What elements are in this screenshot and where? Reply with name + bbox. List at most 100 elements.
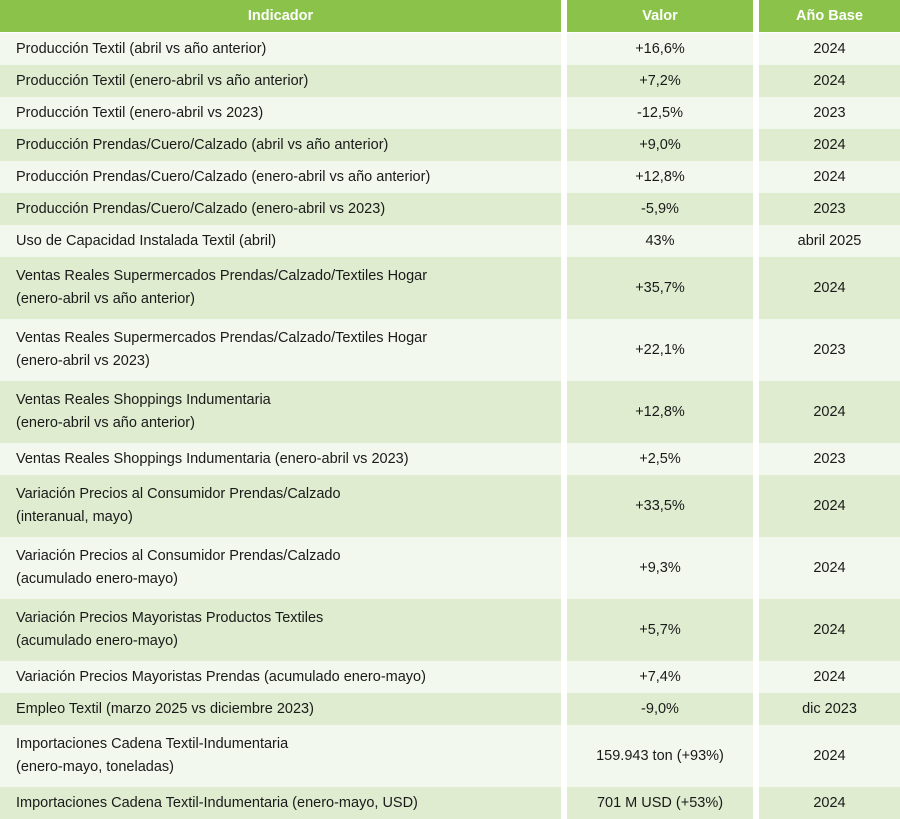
indicator-text: Producción Prendas/Cuero/Calzado (abril … <box>16 136 389 153</box>
indicator-cell: Importaciones Cadena Textil-Indumentaria… <box>0 787 561 819</box>
value-cell: 701 M USD (+53%) <box>561 787 753 819</box>
value-cell: +12,8% <box>561 381 753 443</box>
base-year-cell: 2023 <box>753 97 900 129</box>
value-cell: +5,7% <box>561 599 753 661</box>
base-year-cell: 2024 <box>753 787 900 819</box>
value-cell: +9,0% <box>561 129 753 161</box>
indicator-text: Variación Precios Mayoristas Prendas (ac… <box>16 668 426 685</box>
base-year-cell: 2024 <box>753 599 900 661</box>
indicator-text: (enero-mayo, toneladas) <box>16 759 174 775</box>
value-cell: +16,6% <box>561 33 753 65</box>
base-year-cell: 2024 <box>753 537 900 599</box>
indicator-text: Variación Precios al Consumidor Prendas/… <box>16 548 341 564</box>
table-row: Variación Precios al Consumidor Prendas/… <box>0 537 900 599</box>
value-cell: -12,5% <box>561 97 753 129</box>
indicator-text: Importaciones Cadena Textil-Indumentaria <box>16 736 289 752</box>
indicator-text: Producción Prendas/Cuero/Calzado (enero-… <box>16 200 386 217</box>
base-year-cell: dic 2023 <box>753 693 900 725</box>
base-year-cell: 2023 <box>753 319 900 381</box>
indicator-text: Importaciones Cadena Textil-Indumentaria… <box>16 794 418 811</box>
indicator-cell: Variación Precios Mayoristas Productos T… <box>0 599 561 661</box>
base-year-cell: 2023 <box>753 193 900 225</box>
table-row: Empleo Textil (marzo 2025 vs diciembre 2… <box>0 693 900 725</box>
base-year-cell: 2024 <box>753 65 900 97</box>
base-year-cell: 2024 <box>753 257 900 319</box>
table-row: Ventas Reales Supermercados Prendas/Calz… <box>0 257 900 319</box>
indicator-cell: Variación Precios al Consumidor Prendas/… <box>0 537 561 599</box>
base-year-cell: 2024 <box>753 725 900 787</box>
indicator-text: Ventas Reales Shoppings Indumentaria <box>16 392 271 408</box>
value-cell: +35,7% <box>561 257 753 319</box>
indicator-text: (enero-abril vs año anterior) <box>16 415 195 431</box>
value-cell: +33,5% <box>561 475 753 537</box>
indicator-cell: Variación Precios Mayoristas Prendas (ac… <box>0 661 561 693</box>
indicator-text: Empleo Textil (marzo 2025 vs diciembre 2… <box>16 700 314 717</box>
indicator-text: Producción Prendas/Cuero/Calzado (enero-… <box>16 168 431 185</box>
base-year-cell: 2024 <box>753 475 900 537</box>
indicator-text: Producción Textil (enero-abril vs año an… <box>16 72 309 89</box>
indicator-cell: Ventas Reales Shoppings Indumentaria (en… <box>0 443 561 475</box>
value-cell: -5,9% <box>561 193 753 225</box>
table-row: Variación Precios Mayoristas Prendas (ac… <box>0 661 900 693</box>
indicator-text: (acumulado enero-mayo) <box>16 571 178 587</box>
table-row: Producción Textil (enero-abril vs año an… <box>0 65 900 97</box>
base-year-cell: 2023 <box>753 443 900 475</box>
table-row: Producción Prendas/Cuero/Calzado (abril … <box>0 129 900 161</box>
indicator-cell: Producción Textil (enero-abril vs año an… <box>0 65 561 97</box>
indicator-text: Ventas Reales Supermercados Prendas/Calz… <box>16 268 428 284</box>
table-row: Producción Textil (enero-abril vs 2023) -… <box>0 97 900 129</box>
table-row: Uso de Capacidad Instalada Textil (abril… <box>0 225 900 257</box>
value-cell: 159.943 ton (+93%) <box>561 725 753 787</box>
value-cell: +7,4% <box>561 661 753 693</box>
value-cell: -9,0% <box>561 693 753 725</box>
table-row: Variación Precios Mayoristas Productos T… <box>0 599 900 661</box>
table-row: Importaciones Cadena Textil-Indumentaria… <box>0 787 900 819</box>
value-cell: +2,5% <box>561 443 753 475</box>
indicator-text: Producción Textil (enero-abril vs 2023) <box>16 104 264 121</box>
base-year-cell: 2024 <box>753 161 900 193</box>
table-row: Producción Textil (abril vs año anterior… <box>0 33 900 65</box>
indicator-cell: Ventas Reales Supermercados Prendas/Calz… <box>0 319 561 381</box>
table-row: Ventas Reales Shoppings Indumentaria (en… <box>0 443 900 475</box>
indicator-cell: Uso de Capacidad Instalada Textil (abril… <box>0 225 561 257</box>
indicator-text: (enero-abril vs 2023) <box>16 353 150 369</box>
indicator-cell: Variación Precios al Consumidor Prendas/… <box>0 475 561 537</box>
indicator-cell: Producción Textil (abril vs año anterior… <box>0 33 561 65</box>
base-year-cell: abril 2025 <box>753 225 900 257</box>
indicator-cell: Producción Textil (enero-abril vs 2023) <box>0 97 561 129</box>
table-row: Ventas Reales Supermercados Prendas/Calz… <box>0 319 900 381</box>
table-row: Variación Precios al Consumidor Prendas/… <box>0 475 900 537</box>
base-year-cell: 2024 <box>753 33 900 65</box>
header-indicador: Indicador <box>0 0 561 33</box>
indicator-text: Ventas Reales Shoppings Indumentaria (en… <box>16 450 409 467</box>
header-row: Indicador Valor Año Base <box>0 0 900 33</box>
indicator-text: Uso de Capacidad Instalada Textil (abril… <box>16 232 277 249</box>
indicator-text: Producción Textil (abril vs año anterior… <box>16 40 267 57</box>
table-body: Producción Textil (abril vs año anterior… <box>0 33 900 819</box>
indicator-cell: Producción Prendas/Cuero/Calzado (enero-… <box>0 193 561 225</box>
indicator-text: (acumulado enero-mayo) <box>16 633 178 649</box>
table-row: Importaciones Cadena Textil-Indumentaria… <box>0 725 900 787</box>
value-cell: +22,1% <box>561 319 753 381</box>
indicator-cell: Importaciones Cadena Textil-Indumentaria… <box>0 725 561 787</box>
table-row: Ventas Reales Shoppings Indumentaria (ene… <box>0 381 900 443</box>
header-valor: Valor <box>561 0 753 33</box>
value-cell: +9,3% <box>561 537 753 599</box>
table-row: Producción Prendas/Cuero/Calzado (enero-… <box>0 161 900 193</box>
value-cell: +12,8% <box>561 161 753 193</box>
indicator-cell: Ventas Reales Supermercados Prendas/Calz… <box>0 257 561 319</box>
base-year-cell: 2024 <box>753 381 900 443</box>
value-cell: +7,2% <box>561 65 753 97</box>
indicator-cell: Empleo Textil (marzo 2025 vs diciembre 2… <box>0 693 561 725</box>
indicator-text: Ventas Reales Supermercados Prendas/Calz… <box>16 330 428 346</box>
indicator-cell: Ventas Reales Shoppings Indumentaria (ene… <box>0 381 561 443</box>
indicator-text: Variación Precios Mayoristas Productos T… <box>16 610 324 626</box>
base-year-cell: 2024 <box>753 661 900 693</box>
base-year-cell: 2024 <box>753 129 900 161</box>
indicator-cell: Producción Prendas/Cuero/Calzado (enero-… <box>0 161 561 193</box>
indicator-text: (enero-abril vs año anterior) <box>16 291 195 307</box>
value-cell: 43% <box>561 225 753 257</box>
indicator-text: (interanual, mayo) <box>16 509 133 525</box>
indicator-cell: Producción Prendas/Cuero/Calzado (abril … <box>0 129 561 161</box>
